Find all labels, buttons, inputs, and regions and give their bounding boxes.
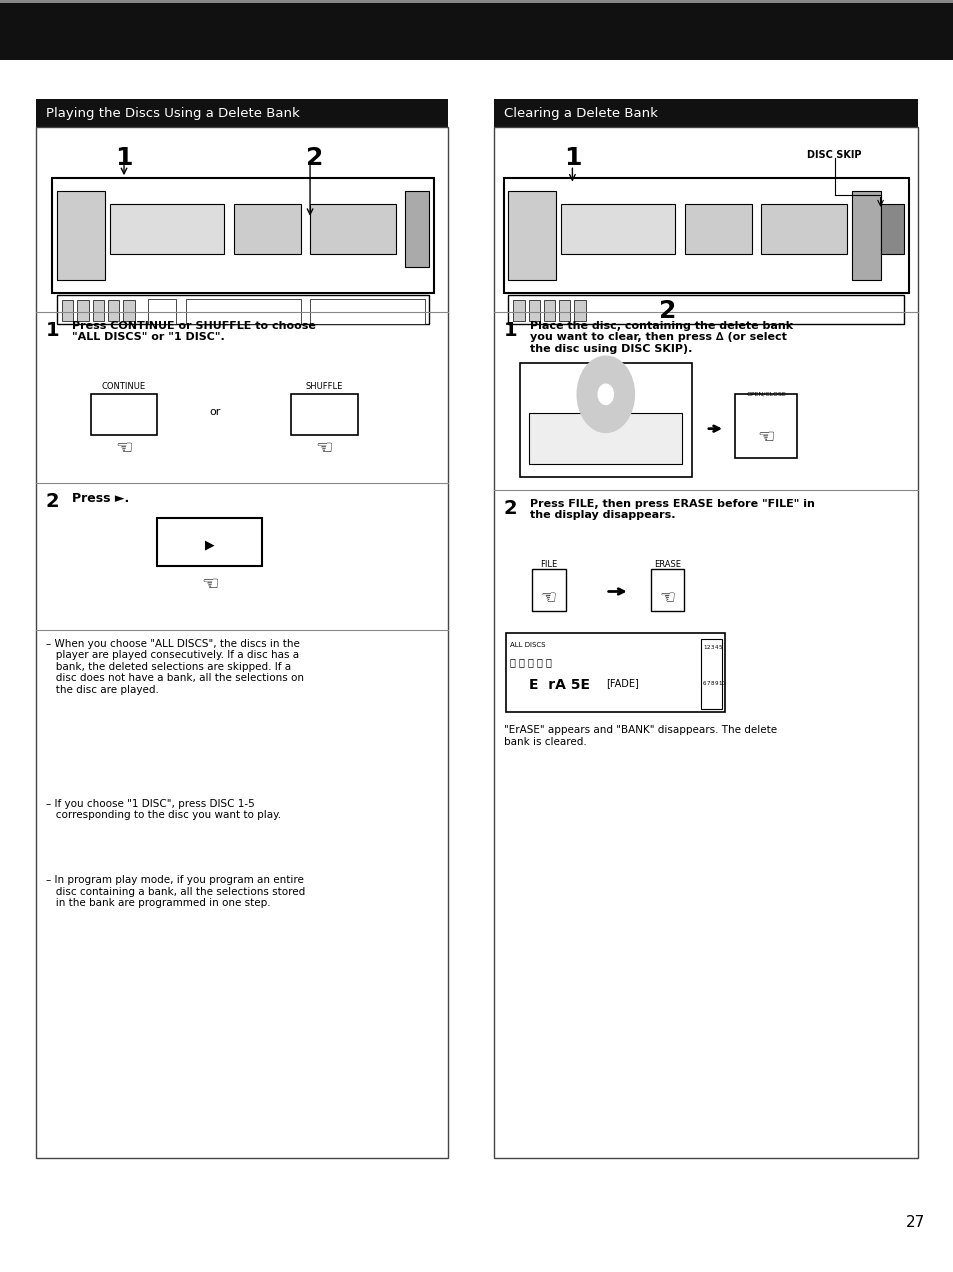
Bar <box>528 300 539 321</box>
Bar <box>529 413 681 464</box>
Bar <box>310 299 424 324</box>
Text: ☜: ☜ <box>757 429 774 446</box>
Text: 1: 1 <box>563 146 580 170</box>
Text: 2: 2 <box>659 299 676 323</box>
Bar <box>574 300 585 321</box>
Text: DISC SKIP: DISC SKIP <box>806 150 862 160</box>
Text: Place the disc, containing the delete bank
you want to clear, then press ∆ (or s: Place the disc, containing the delete ba… <box>530 321 793 354</box>
Text: – When you choose "ALL DISCS", the discs in the
   player are played consecutive: – When you choose "ALL DISCS", the discs… <box>46 639 303 695</box>
Text: 1: 1 <box>503 321 517 340</box>
Bar <box>560 204 675 254</box>
Text: – In program play mode, if you program an entire
   disc containing a bank, all : – In program play mode, if you program a… <box>46 875 305 908</box>
Text: – If you choose "1 DISC", press DISC 1-5
   corresponding to the disc you want t: – If you choose "1 DISC", press DISC 1-5… <box>46 799 280 820</box>
Bar <box>310 204 395 254</box>
Bar <box>513 300 524 321</box>
Bar <box>36 127 448 1158</box>
Text: 27: 27 <box>905 1215 924 1230</box>
Bar <box>36 99 448 135</box>
Bar <box>108 300 119 321</box>
Bar <box>494 99 917 135</box>
Text: Clearing a Delete Bank: Clearing a Delete Bank <box>503 107 657 120</box>
Bar <box>558 300 570 321</box>
Text: ☜: ☜ <box>540 589 556 607</box>
Text: 2: 2 <box>503 499 517 518</box>
Bar <box>505 633 724 712</box>
Text: 1: 1 <box>702 645 706 650</box>
Text: [FADE]: [FADE] <box>605 678 638 688</box>
Bar <box>77 300 89 321</box>
Bar <box>62 300 73 321</box>
Text: 6: 6 <box>702 681 706 686</box>
Bar <box>57 295 429 324</box>
Bar <box>157 518 262 566</box>
Text: 1: 1 <box>46 321 59 340</box>
Bar <box>700 639 721 709</box>
Bar <box>734 394 796 458</box>
Circle shape <box>598 384 613 404</box>
Bar <box>684 204 751 254</box>
Bar <box>0 0 953 60</box>
Text: 10: 10 <box>718 681 724 686</box>
Text: 2: 2 <box>706 645 710 650</box>
Text: Press ►.: Press ►. <box>71 492 129 505</box>
Text: 5: 5 <box>718 645 721 650</box>
Bar <box>760 204 846 254</box>
Text: ERASE: ERASE <box>654 560 680 569</box>
Text: Press FILE, then press ERASE before "FILE" in
the display disappears.: Press FILE, then press ERASE before "FIL… <box>530 499 815 520</box>
Text: 8: 8 <box>710 681 714 686</box>
Text: 1: 1 <box>115 146 132 170</box>
Text: 2: 2 <box>46 492 59 511</box>
Text: "ErASE" appears and "BANK" disappears. The delete
bank is cleared.: "ErASE" appears and "BANK" disappears. T… <box>503 725 776 747</box>
Bar <box>233 204 300 254</box>
Bar <box>543 300 555 321</box>
Text: ☜: ☜ <box>115 439 132 458</box>
Text: SHUFFLE: SHUFFLE <box>305 382 343 391</box>
Bar <box>508 295 903 324</box>
Bar <box>91 394 157 435</box>
Bar <box>532 569 565 611</box>
Bar <box>494 127 917 1158</box>
Text: Playing the Discs Using a Delete Bank: Playing the Discs Using a Delete Bank <box>46 107 299 120</box>
Bar <box>405 191 429 267</box>
Bar <box>148 299 176 324</box>
Text: OPEN/CLOSE: OPEN/CLOSE <box>745 392 785 397</box>
Text: 3: 3 <box>710 645 714 650</box>
Text: 7: 7 <box>706 681 710 686</box>
Bar <box>186 299 300 324</box>
Text: ☜: ☜ <box>201 575 218 594</box>
Text: 2: 2 <box>306 146 323 170</box>
Text: ☜: ☜ <box>315 439 333 458</box>
Bar <box>650 569 683 611</box>
Text: ALL DISCS: ALL DISCS <box>510 642 545 649</box>
Bar <box>291 394 357 435</box>
Text: FILE: FILE <box>539 560 557 569</box>
Bar <box>52 178 434 293</box>
Bar <box>123 300 134 321</box>
Text: 4: 4 <box>714 645 718 650</box>
Text: CONTINUE: CONTINUE <box>102 382 146 391</box>
Bar <box>508 191 556 280</box>
Bar <box>110 204 224 254</box>
Text: ⓓ ⓓ ⓓ ⓓ ⓓ: ⓓ ⓓ ⓓ ⓓ ⓓ <box>510 658 552 668</box>
Text: ☜: ☜ <box>659 589 675 607</box>
Text: 9: 9 <box>714 681 718 686</box>
Bar <box>0 0 953 3</box>
Bar <box>880 204 903 254</box>
Bar <box>519 363 691 477</box>
Text: or: or <box>209 407 220 417</box>
Bar <box>57 191 105 280</box>
Text: E  rA 5E: E rA 5E <box>529 678 590 692</box>
Bar <box>92 300 104 321</box>
Text: Press CONTINUE or SHUFFLE to choose
"ALL DISCS" or "1 DISC".: Press CONTINUE or SHUFFLE to choose "ALL… <box>71 321 315 342</box>
Bar <box>503 178 908 293</box>
Bar <box>851 191 880 280</box>
Circle shape <box>577 356 634 432</box>
Text: ▶: ▶ <box>205 538 214 551</box>
